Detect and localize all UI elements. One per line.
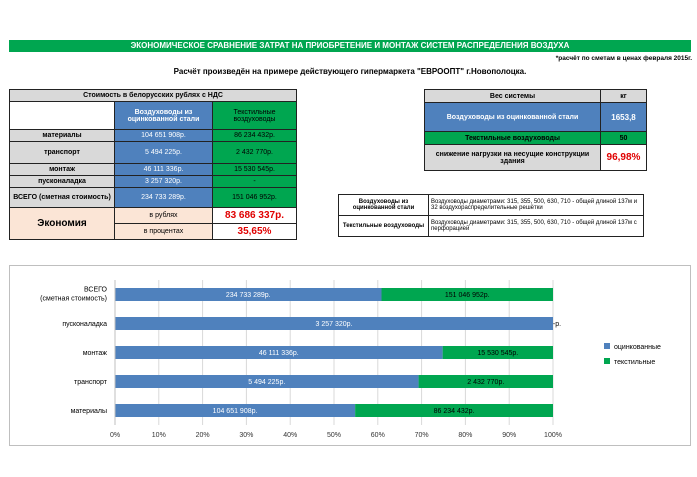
x-tick-label: 30%	[239, 432, 253, 439]
x-tick-label: 10%	[152, 432, 166, 439]
text-cell: 15 530 545р.	[212, 163, 297, 176]
x-tick-label: 80%	[458, 432, 472, 439]
cost-comparison-chart: 0% 10% 20% 30% 40% 50% 60% 70% 80% 90% 100% 104 651…	[40, 280, 661, 439]
row-label: ВСЕГО (сметная стоимость)	[9, 187, 115, 208]
page-title: ЭКОНОМИЧЕСКОЕ СРАВНЕНИЕ ЗАТРАТ НА ПРИОБР…	[9, 40, 691, 52]
x-tick-label: 70%	[415, 432, 429, 439]
category-label: транспорт	[74, 379, 108, 386]
row-label: монтаж	[9, 163, 115, 176]
chart-frame: 0% 10% 20% 30% 40% 50% 60% 70% 80% 90% 100% 104 651…	[9, 265, 691, 446]
subtitle: Расчёт произведён на примере действующег…	[173, 67, 527, 76]
cost-table-corner	[9, 101, 115, 130]
bar-data-label: 46 111 336р.	[259, 350, 299, 357]
economy-pct-value: 35,65%	[212, 223, 297, 240]
bar-segment	[418, 375, 553, 388]
x-tick-label: 60%	[371, 432, 385, 439]
category-label: пусконаладка	[62, 321, 107, 328]
legend-label: текстильные	[614, 359, 655, 366]
description-table: Воздуховоды из оцинкованной стали Воздух…	[338, 194, 644, 237]
bar-data-label: 3 257 320р.	[316, 321, 353, 328]
weight-header: Вес системы	[424, 89, 601, 103]
table-row: ВСЕГО (сметная стоимость) 234 733 289р. …	[9, 187, 297, 208]
bar-segment	[355, 404, 553, 417]
bar-segment	[115, 375, 419, 388]
economy-rub-label: в рублях	[114, 207, 213, 224]
x-tick-label: 20%	[196, 432, 210, 439]
bar-data-label: -р.	[553, 321, 561, 328]
x-tick-label: 0%	[110, 432, 120, 439]
desc-text-label: Текстильные воздуховоды	[338, 215, 429, 237]
galv-cell: 3 257 320р.	[114, 175, 213, 188]
legend-swatch	[604, 343, 610, 349]
category-label: ВСЕГО	[84, 287, 108, 294]
bar-data-label: 104 651 908р.	[213, 408, 258, 415]
galv-cell: 104 651 908р.	[114, 129, 213, 142]
table-row: материалы 104 651 908р. 86 234 432р.	[9, 129, 297, 142]
weight-reduction-label: снижение нагрузки на несущие конструкции…	[424, 144, 601, 171]
desc-text-text: Воздуховоды диаметрами: 315, 355, 500, 6…	[428, 215, 644, 237]
row-label: транспорт	[9, 141, 115, 164]
galv-cell: 5 494 225р.	[114, 141, 213, 164]
category-label: (сметная стоимость)	[40, 296, 107, 303]
bar-data-label: 5 494 225р.	[248, 379, 285, 386]
galv-cell: 234 733 289р.	[114, 187, 213, 208]
weight-galv-value: 1653,8	[600, 102, 647, 132]
bar-segment	[381, 288, 553, 301]
col-header-text: Текстильные воздуховоды	[212, 101, 297, 130]
table-row: монтаж 46 111 336р. 15 530 545р.	[9, 163, 297, 176]
weight-unit: кг	[600, 89, 647, 103]
desc-galv-text: Воздуховоды диаметрами: 315, 355, 500, 6…	[428, 194, 644, 216]
category-label: материалы	[71, 408, 107, 415]
weight-reduction-value: 96,98%	[600, 144, 647, 171]
economy-label: Экономия	[9, 207, 115, 240]
row-label: материалы	[9, 129, 115, 142]
text-cell: 151 046 952р.	[212, 187, 297, 208]
text-cell: -	[212, 175, 297, 188]
x-tick-label: 50%	[327, 432, 341, 439]
bar-segment	[115, 404, 356, 417]
table-row: транспорт 5 494 225р. 2 432 770р.	[9, 141, 297, 164]
bar-segment	[115, 346, 443, 359]
bar-data-label: 234 733 289р.	[226, 292, 271, 299]
desc-galv-label: Воздуховоды из оцинкованной стали	[338, 194, 429, 216]
row-label: пусконаладка	[9, 175, 115, 188]
cost-table-caption: Стоимость в белорусских рублях с НДС	[9, 89, 297, 102]
galv-cell: 46 111 336р.	[114, 163, 213, 176]
x-tick-label: 100%	[544, 432, 562, 439]
col-header-galv: Воздуховоды из оцинкованной стали	[114, 101, 213, 130]
bar-data-label: 151 046 952р.	[445, 292, 490, 299]
weight-galv-label: Воздуховоды из оцинкованной стали	[424, 102, 601, 132]
bar-segment	[115, 288, 382, 301]
legend-swatch	[604, 358, 610, 364]
economy-pct-label: в процентах	[114, 223, 213, 240]
bar-data-label: 86 234 432р.	[434, 408, 475, 415]
bar-segment	[442, 346, 553, 359]
cost-table: Стоимость в белорусских рублях с НДС Воз…	[9, 89, 297, 240]
text-cell: 2 432 770р.	[212, 141, 297, 164]
legend-label: оцинкованные	[614, 344, 661, 351]
x-tick-label: 40%	[283, 432, 297, 439]
weight-text-label: Текстильные воздуховоды	[424, 131, 601, 145]
bar-segment	[115, 317, 553, 330]
economy-rub-value: 83 686 337р.	[212, 207, 297, 224]
weight-table: Вес системы кг Воздуховоды из оцинкованн…	[424, 89, 647, 171]
bar-data-label: 15 530 545р.	[477, 350, 518, 357]
table-row: пусконаладка 3 257 320р. -	[9, 175, 297, 188]
weight-text-value: 50	[600, 131, 647, 145]
text-cell: 86 234 432р.	[212, 129, 297, 142]
bar-data-label: 2 432 770р.	[467, 379, 504, 386]
price-note: *расчёт по сметам в ценах февраля 2015г.	[555, 55, 692, 62]
category-label: монтаж	[83, 350, 108, 357]
x-tick-label: 90%	[502, 432, 516, 439]
